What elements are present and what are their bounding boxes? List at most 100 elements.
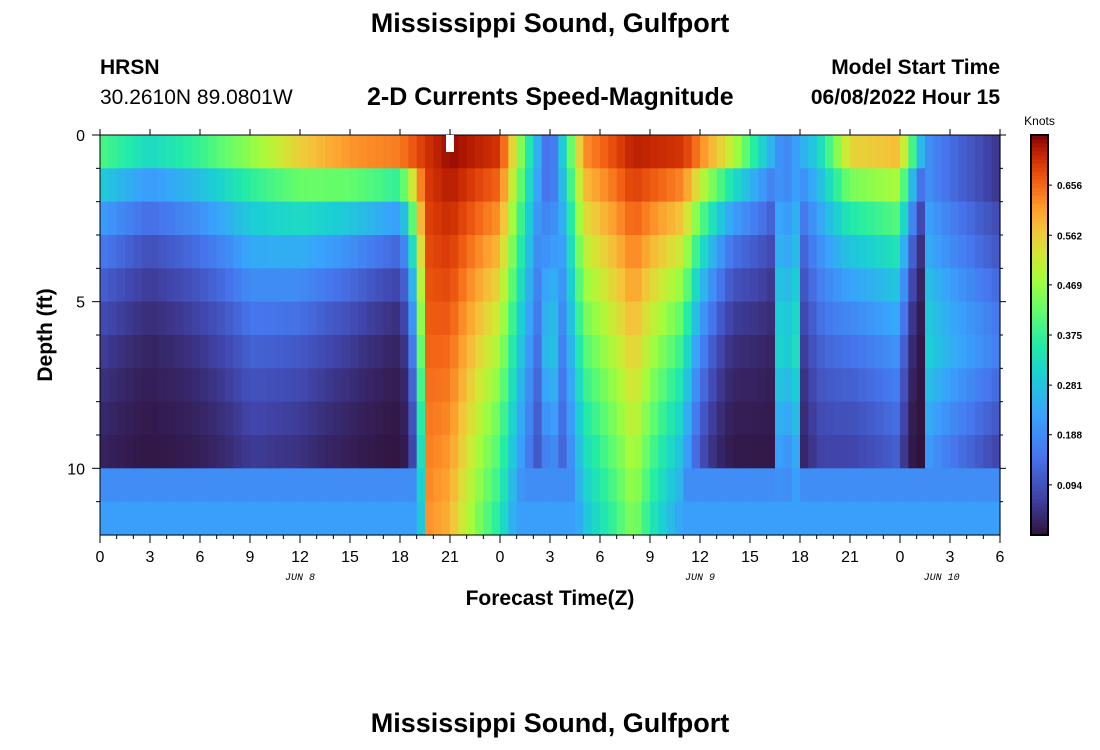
heatmap-cell xyxy=(150,201,159,236)
colorbar-segment xyxy=(1031,343,1048,348)
heatmap-cell xyxy=(816,235,826,269)
heatmap-cell xyxy=(766,301,776,336)
heatmap-cell xyxy=(591,301,601,336)
heatmap-cell xyxy=(250,368,259,403)
heatmap-cell xyxy=(991,435,1001,469)
heatmap-cell xyxy=(708,301,718,336)
heatmap-cell xyxy=(866,468,876,503)
heatmap-cell xyxy=(966,135,976,169)
heatmap-cell xyxy=(650,268,659,303)
heatmap-cell xyxy=(758,301,768,336)
heatmap-cell xyxy=(858,435,868,469)
heatmap-cell xyxy=(983,401,993,436)
heatmap-cell xyxy=(808,268,818,303)
heatmap-cell xyxy=(508,401,518,436)
heatmap-cell xyxy=(566,435,576,469)
heatmap-cell xyxy=(225,501,234,536)
heatmap-cell xyxy=(875,201,884,236)
heatmap-cell xyxy=(858,201,868,236)
heatmap-cell xyxy=(250,235,259,269)
heatmap-cell xyxy=(225,268,234,303)
heatmap-cell xyxy=(683,135,693,169)
heatmap-cell xyxy=(341,368,351,403)
colorbar-segment xyxy=(1031,315,1048,320)
heatmap-cell xyxy=(200,201,209,236)
heatmap-cell xyxy=(341,235,351,269)
heatmap-cell xyxy=(500,168,509,203)
heatmap-cell xyxy=(183,168,193,203)
heatmap-cell xyxy=(566,201,576,236)
heatmap-cell xyxy=(725,501,734,536)
heatmap-cell xyxy=(325,401,334,436)
heatmap-cell xyxy=(341,168,351,203)
heatmap-cell xyxy=(550,201,559,236)
heatmap-cell xyxy=(650,201,659,236)
heatmap-cell xyxy=(391,335,401,369)
heatmap-cell xyxy=(908,435,918,469)
y-tick-label: 5 xyxy=(76,295,85,312)
heatmap-cell xyxy=(425,435,434,469)
heatmap-cell xyxy=(491,235,501,269)
colorbar-segment xyxy=(1031,167,1048,172)
heatmap-cell xyxy=(108,168,118,203)
heatmap-cell xyxy=(958,201,968,236)
heatmap-cell xyxy=(650,368,659,403)
heatmap-cell xyxy=(491,401,501,436)
heatmap-cell xyxy=(525,201,534,236)
heatmap-cell xyxy=(875,501,884,536)
heatmap-cell xyxy=(741,235,751,269)
heatmap-cell xyxy=(883,335,893,369)
heatmap-cell xyxy=(191,168,201,203)
heatmap-cell xyxy=(916,368,926,403)
heatmap-cell xyxy=(516,401,526,436)
heatmap-cell xyxy=(450,335,459,369)
heatmap-cell xyxy=(558,135,568,169)
heatmap-cell xyxy=(100,435,109,469)
colorbar-segment xyxy=(1031,175,1048,180)
heatmap-cell xyxy=(266,435,276,469)
heatmap-cell xyxy=(225,435,234,469)
colorbar-segment xyxy=(1031,259,1048,264)
heatmap-cell xyxy=(933,468,943,503)
heatmap-cell xyxy=(891,268,901,303)
heatmap-cell xyxy=(350,401,359,436)
heatmap-cell xyxy=(191,335,201,369)
heatmap-cell xyxy=(458,501,468,536)
heatmap-cell xyxy=(758,468,768,503)
heatmap-cell xyxy=(416,268,426,303)
heatmap-cell xyxy=(316,201,326,236)
heatmap-cell xyxy=(550,435,559,469)
heatmap-cell xyxy=(416,135,426,169)
heatmap-cell xyxy=(250,468,259,503)
heatmap-cell xyxy=(641,501,651,536)
heatmap-cell xyxy=(558,501,568,536)
heatmap-cell xyxy=(608,368,618,403)
heatmap-cell xyxy=(933,401,943,436)
heatmap-cell xyxy=(825,135,834,169)
heatmap-cell xyxy=(208,368,218,403)
colorbar-segment xyxy=(1031,191,1048,196)
heatmap-cell xyxy=(550,235,559,269)
heatmap-cell xyxy=(583,301,593,336)
heatmap-cell xyxy=(250,168,259,203)
heatmap-cell xyxy=(650,401,659,436)
heatmap-cell xyxy=(300,435,309,469)
heatmap-cell xyxy=(800,268,809,303)
heatmap-cell xyxy=(716,235,726,269)
heatmap-cell xyxy=(816,368,826,403)
heatmap-cell xyxy=(133,435,143,469)
heatmap-cell xyxy=(983,468,993,503)
heatmap-cell xyxy=(158,368,168,403)
heatmap-cell xyxy=(208,301,218,336)
heatmap-cell xyxy=(658,368,668,403)
heatmap-cell xyxy=(891,201,901,236)
heatmap-cell xyxy=(875,135,884,169)
colorbar-segment xyxy=(1031,523,1048,528)
heatmap-cell xyxy=(850,268,859,303)
heatmap-cell xyxy=(900,368,909,403)
heatmap-cell xyxy=(366,235,376,269)
heatmap-cell xyxy=(158,468,168,503)
heatmap-cell xyxy=(441,435,451,469)
heatmap-cell xyxy=(750,368,759,403)
heatmap-cell xyxy=(983,235,993,269)
